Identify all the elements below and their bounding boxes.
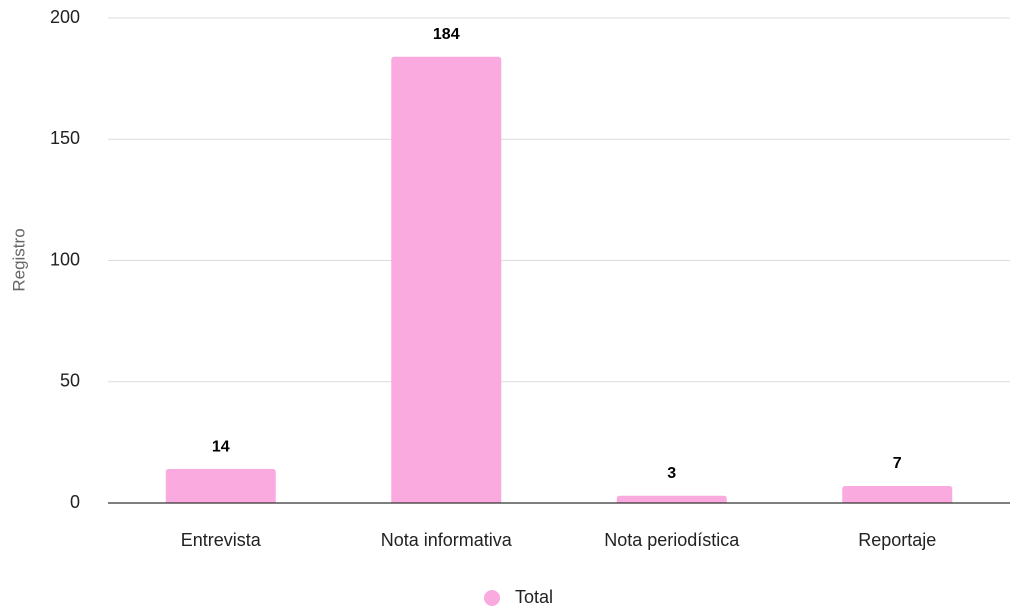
data-label: 14 [212, 438, 230, 455]
bar [616, 495, 727, 503]
x-tick-label: Nota informativa [381, 530, 513, 550]
y-tick-label: 200 [50, 7, 80, 27]
x-tick-label: Reportaje [858, 530, 936, 550]
legend-label: Total [515, 587, 553, 607]
data-label: 7 [893, 455, 902, 472]
y-tick-label: 50 [60, 371, 80, 391]
bar [165, 469, 276, 503]
y-tick-label: 100 [50, 249, 80, 269]
bar [391, 56, 502, 504]
y-tick-label: 0 [70, 492, 80, 512]
bar [842, 486, 953, 503]
legend-swatch [484, 590, 500, 606]
x-tick-label: Entrevista [181, 530, 262, 550]
data-label: 3 [667, 465, 676, 482]
y-tick-label: 150 [50, 128, 80, 148]
data-label: 184 [433, 26, 460, 43]
x-tick-label: Nota periodística [604, 530, 740, 550]
y-axis-label: Registro [9, 228, 28, 291]
